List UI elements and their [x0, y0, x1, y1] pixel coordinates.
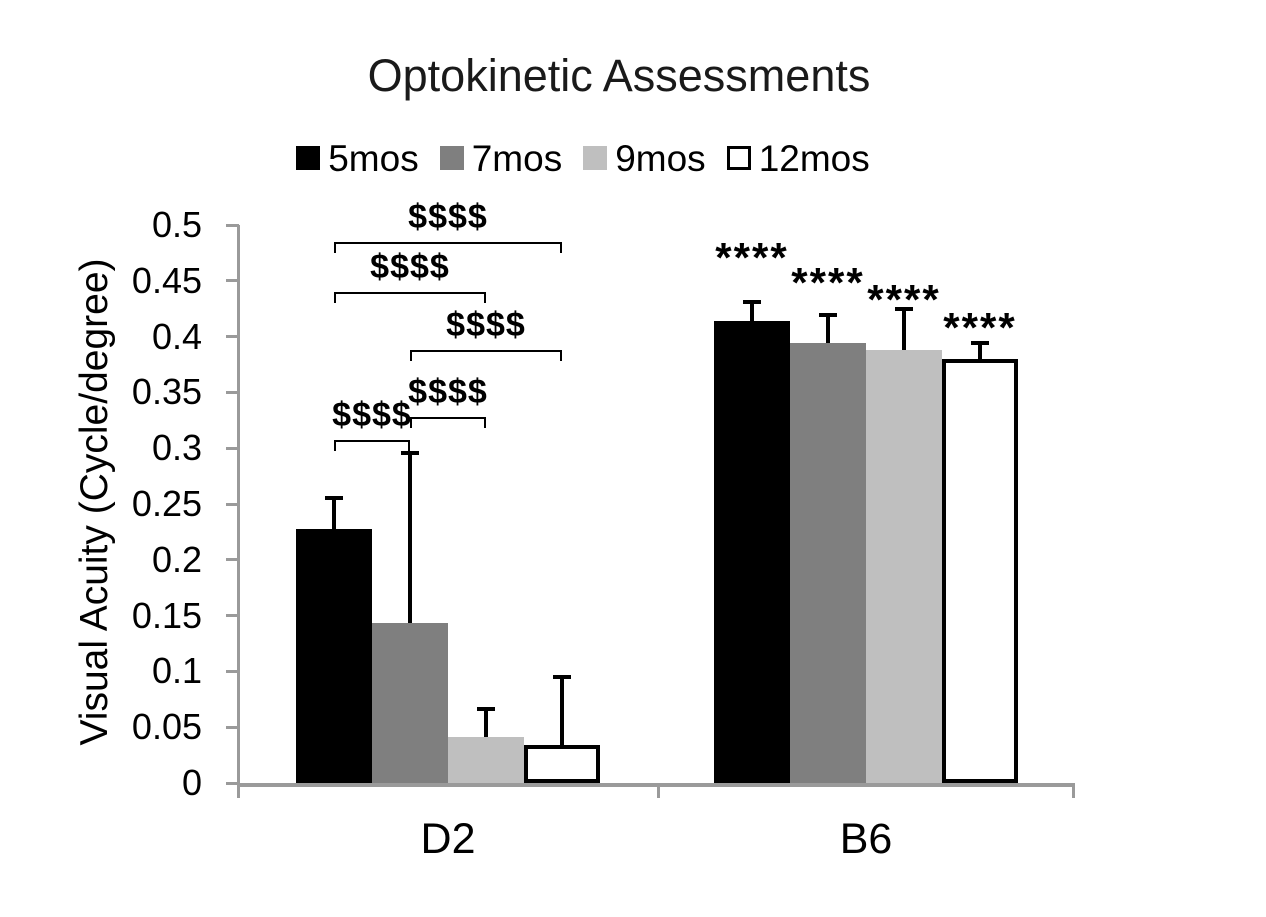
- y-tick-mark: [226, 781, 239, 785]
- sig-label-stars: ****: [791, 259, 865, 307]
- error-bar-cap: [819, 313, 837, 318]
- legend-item-5mos: 5mos: [296, 137, 419, 179]
- error-bar-b6-5mos: [750, 302, 754, 321]
- legend-swatch-5mos: [296, 146, 321, 170]
- error-bar-d2-12mos: [560, 676, 564, 746]
- y-tick-mark: [226, 223, 239, 227]
- error-bar-b6-9mos: [902, 308, 906, 350]
- y-tick-mark: [226, 614, 239, 618]
- y-tick-label: 0.45: [131, 259, 202, 301]
- x-tick-mark: [1072, 787, 1075, 798]
- sig-bracket-end: [560, 349, 562, 361]
- y-tick-label: 0.5: [151, 204, 202, 245]
- sig-label-dollars: $$$$: [408, 372, 488, 411]
- legend-swatch-9mos: [583, 146, 608, 170]
- bar-d2-9mos: [448, 737, 524, 783]
- y-tick-label: 0.25: [131, 483, 202, 524]
- y-axis-line: [237, 225, 240, 797]
- x-axis-line: [237, 783, 1075, 787]
- bar-b6-12mos: [942, 358, 1018, 783]
- y-tick-label: 0: [181, 762, 202, 803]
- sig-bracket-end: [560, 241, 562, 253]
- error-bar-cap: [553, 674, 571, 679]
- y-tick-label: 0.3: [151, 427, 202, 469]
- sig-label-stars: ****: [943, 304, 1017, 352]
- x-tick-mark: [237, 787, 240, 798]
- y-tick-mark: [226, 335, 239, 339]
- sig-label-dollars: $$$$: [370, 247, 450, 286]
- y-tick-label: 0.1: [151, 650, 202, 692]
- x-tick-mark: [657, 787, 660, 798]
- y-tick-label: 0.4: [151, 315, 202, 357]
- legend-label-12mos: 12mos: [758, 137, 870, 179]
- error-bar-d2-7mos: [408, 452, 412, 624]
- bar-b6-5mos: [714, 320, 790, 783]
- y-tick-mark: [226, 390, 239, 394]
- sig-label-dollars: $$$$: [446, 305, 526, 344]
- x-group-label-d2: D2: [420, 815, 476, 863]
- sig-bracket-end: [484, 291, 486, 303]
- y-tick-mark: [226, 502, 239, 506]
- error-bar-cap: [743, 300, 761, 304]
- bar-d2-12mos: [524, 745, 600, 783]
- y-tick-label: 0.2: [151, 538, 202, 580]
- legend-swatch-7mos: [439, 146, 464, 170]
- sig-bracket: [334, 440, 410, 443]
- legend-swatch-12mos: [726, 146, 751, 170]
- sig-bracket: [410, 416, 486, 419]
- error-bar-b6-7mos: [826, 315, 830, 344]
- sig-bracket-end: [410, 416, 412, 428]
- error-bar-cap: [477, 707, 495, 712]
- sig-bracket-end: [484, 416, 486, 428]
- bar-b6-7mos: [790, 343, 866, 783]
- legend: 5mos 7mos 9mos 12mos: [0, 138, 1166, 178]
- legend-label-5mos: 5mos: [328, 137, 419, 179]
- y-tick-mark: [226, 725, 239, 729]
- bar-d2-7mos: [372, 623, 448, 783]
- y-tick-mark: [226, 279, 239, 283]
- error-bar-d2-9mos: [484, 709, 488, 738]
- y-tick-label: 0.05: [131, 706, 202, 748]
- y-tick-mark: [226, 558, 239, 562]
- sig-label-dollars: $$$$: [332, 396, 412, 435]
- y-tick-mark: [226, 446, 239, 450]
- y-tick-label: 0.15: [131, 594, 202, 636]
- legend-label-7mos: 7mos: [471, 137, 563, 179]
- legend-item-9mos: 9mos: [583, 137, 706, 179]
- error-bar-d2-5mos: [332, 498, 336, 529]
- error-bar-cap: [401, 450, 419, 455]
- bar-d2-5mos: [296, 528, 372, 783]
- legend-item-7mos: 7mos: [439, 137, 563, 179]
- bar-b6-9mos: [866, 349, 942, 783]
- x-group-label-b6: B6: [839, 815, 893, 863]
- sig-bracket: [334, 241, 562, 244]
- sig-label-dollars: $$$$: [408, 197, 488, 236]
- sig-bracket: [410, 349, 562, 352]
- sig-bracket-end: [408, 440, 410, 452]
- sig-label-stars: ****: [867, 276, 941, 324]
- y-tick-label: 0.35: [131, 371, 202, 413]
- error-bar-b6-12mos: [978, 343, 982, 359]
- sig-bracket-end: [334, 440, 336, 452]
- sig-bracket-end: [334, 291, 336, 303]
- sig-bracket: [334, 291, 486, 294]
- sig-bracket-end: [334, 241, 336, 253]
- sig-label-stars: ****: [715, 233, 789, 281]
- chart-title: Optokinetic Assessments: [367, 50, 871, 101]
- y-tick-mark: [226, 669, 239, 673]
- legend-label-9mos: 9mos: [615, 137, 706, 179]
- error-bar-cap: [971, 341, 989, 346]
- legend-item-12mos: 12mos: [726, 137, 870, 179]
- error-bar-cap: [895, 306, 913, 311]
- error-bar-cap: [325, 496, 343, 501]
- sig-bracket-end: [410, 349, 412, 361]
